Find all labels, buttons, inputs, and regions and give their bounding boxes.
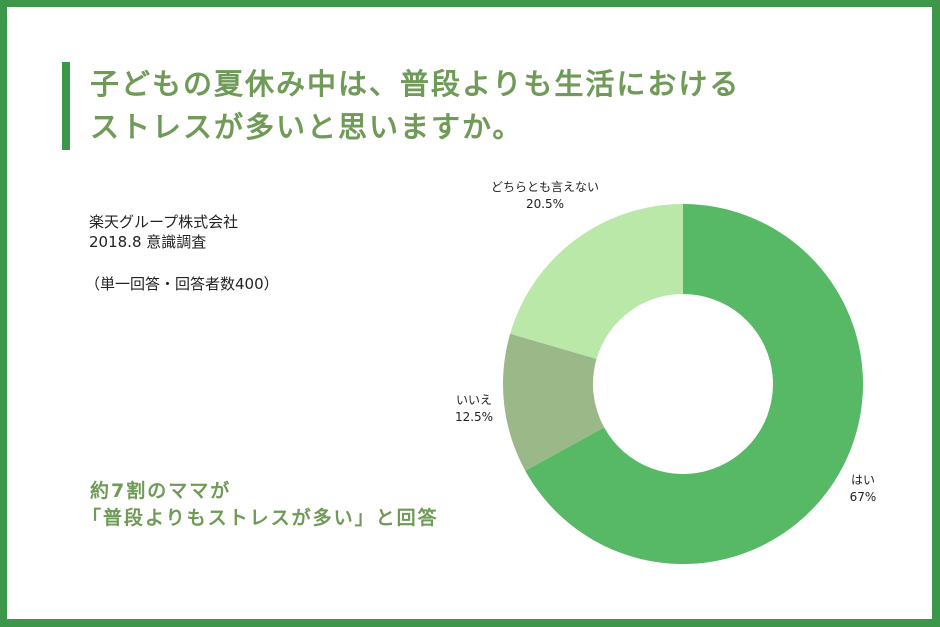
source-company: 楽天グループ株式会社 <box>89 213 239 231</box>
source-note: （単一回答・回答者数400） <box>85 275 279 293</box>
label-yes-value: 67% <box>849 490 877 504</box>
title-accent-bar <box>62 62 70 150</box>
label-no-value: 12.5% <box>454 410 494 424</box>
source-info: 楽天グループ株式会社 2018.8 意識調査 （単一回答・回答者数400） <box>85 212 279 294</box>
donut-slices <box>503 204 863 564</box>
title-line-1: 子どもの夏休み中は、普段よりも生活における <box>90 67 741 101</box>
title-line-2: ストレスが多いと思いますか。 <box>90 110 524 144</box>
page-title: 子どもの夏休み中は、普段よりも生活における ストレスが多いと思いますか。 <box>90 63 890 149</box>
highlight-line-2: 「普段よりもストレスが多い」と回答 <box>82 507 439 529</box>
label-yes: はい 67% <box>838 472 888 506</box>
slice-no <box>503 333 605 471</box>
highlight-text: 約7割のママが 「普段よりもストレスが多い」と回答 <box>82 478 439 532</box>
label-yes-name: はい <box>850 473 875 487</box>
label-neutral: どちらとも言えない 20.5% <box>470 179 620 213</box>
label-no: いいえ 12.5% <box>444 392 504 426</box>
slice-yes <box>525 204 863 564</box>
source-survey: 2018.8 意識調査 <box>89 233 207 251</box>
highlight-line-1: 約7割のママが <box>90 480 232 502</box>
label-neutral-value: 20.5% <box>525 197 565 211</box>
label-no-name: いいえ <box>455 393 492 407</box>
slice-neutral <box>510 204 683 359</box>
label-neutral-name: どちらとも言えない <box>490 180 599 194</box>
